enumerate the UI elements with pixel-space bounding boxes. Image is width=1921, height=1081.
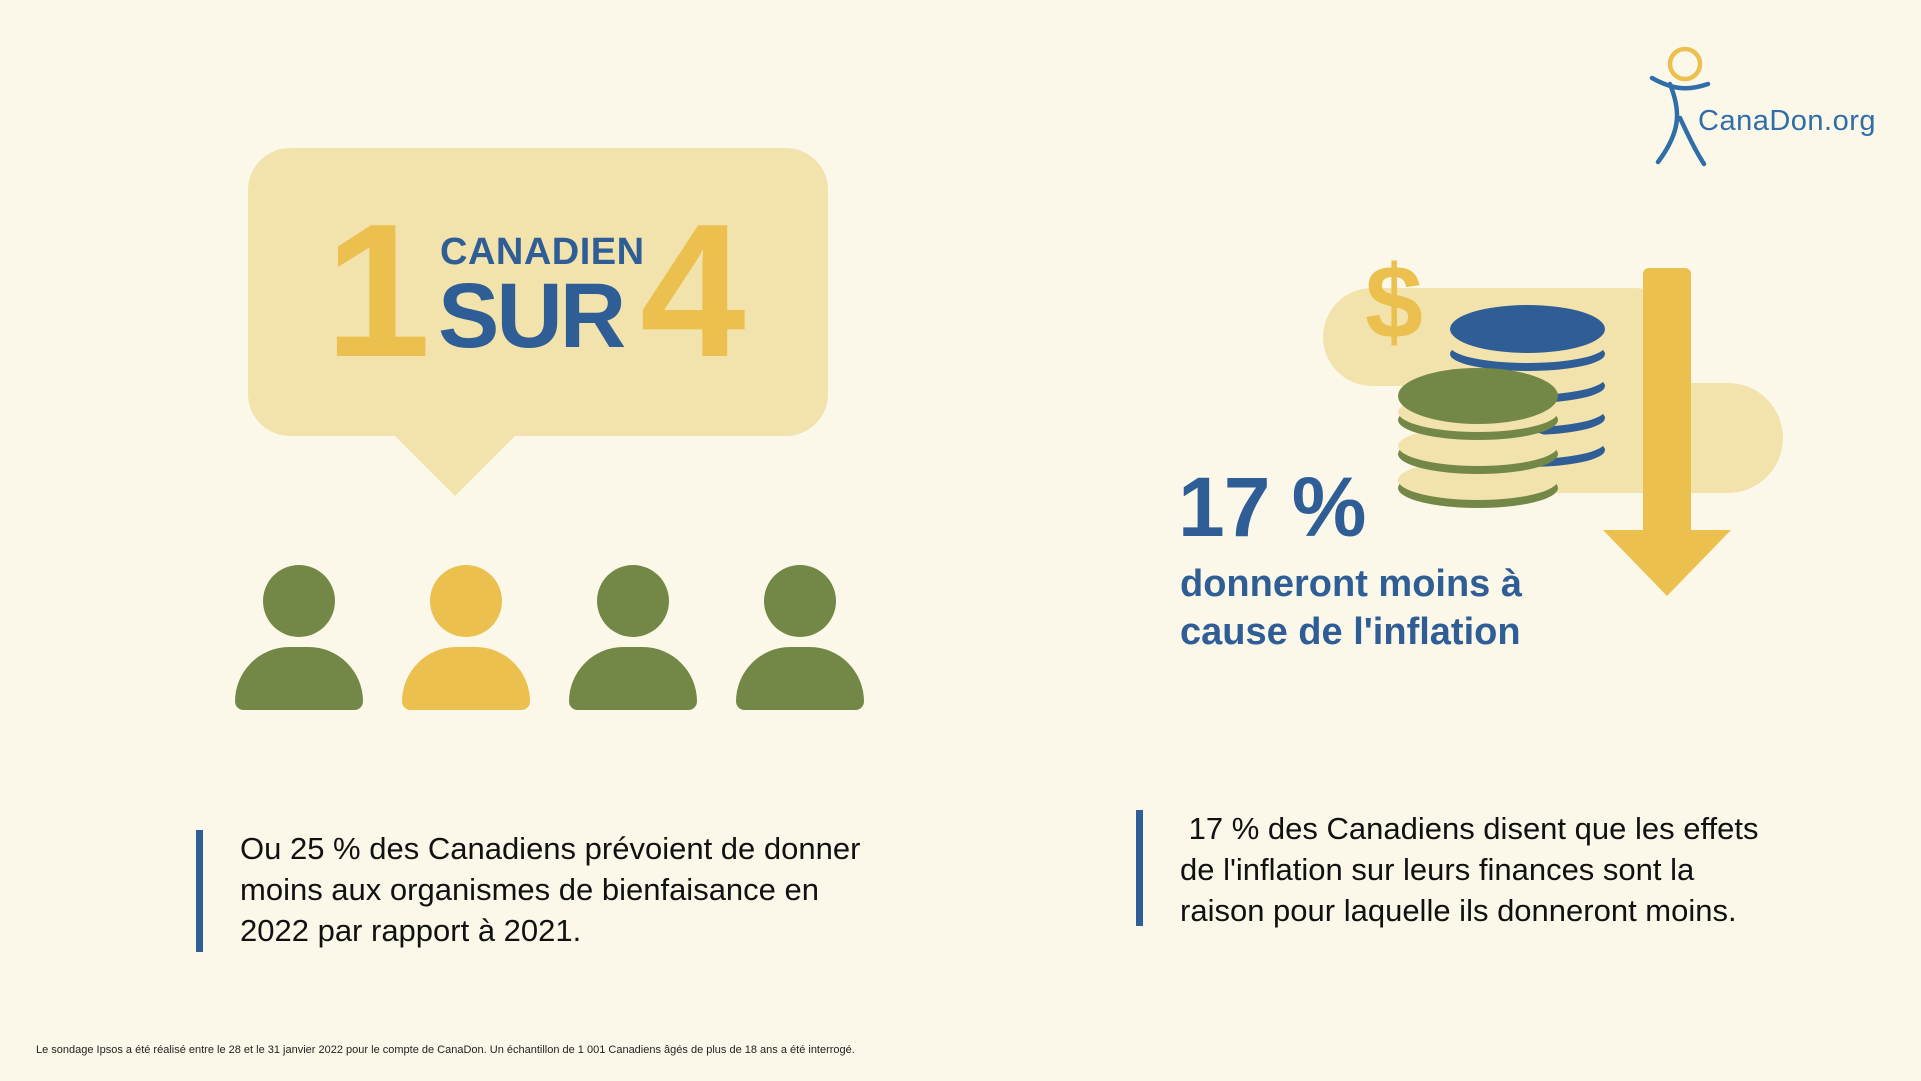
survey-footnote: Le sondage Ipsos a été réalisé entre le … (36, 1044, 855, 1056)
down-arrow-icon (1643, 268, 1691, 538)
logo-text: CanaDon.org (1698, 105, 1876, 137)
dollar-sign-icon: $ (1365, 245, 1423, 361)
stat-caption-line: cause de l'inflation (1180, 611, 1521, 653)
left-quote: Ou 25 % des Canadiens prévoient de donne… (240, 828, 860, 951)
headline-number-one: 1 (325, 185, 431, 397)
right-quote-line: raison pour laquelle ils donneront moins… (1180, 893, 1737, 928)
down-arrow-head (1603, 530, 1731, 596)
stat-caption-line: donneront moins à (1180, 563, 1522, 605)
canadon-logo: CanaDon.org (1640, 40, 1900, 180)
person-icon-highlighted (402, 565, 530, 710)
person-icon (736, 565, 864, 710)
speech-bubble-tail (393, 434, 517, 496)
right-quote: 17 % des Canadiens disent que les effets… (1180, 808, 1758, 931)
person-icon (235, 565, 363, 710)
right-quote-line: 17 % des Canadiens disent que les effets (1180, 811, 1759, 846)
stick-figure-icon (1649, 46, 1711, 167)
headline-word-canadien: CANADIEN (440, 231, 645, 273)
green-coin-stack-icon (1398, 368, 1558, 508)
right-quote-bar (1136, 810, 1143, 926)
stat-caption: donneront moins à cause de l'inflation (1180, 560, 1522, 656)
left-quote-bar (196, 830, 203, 952)
person-icon (569, 565, 697, 710)
speech-bubble (248, 148, 828, 436)
right-quote-line: de l'inflation sur leurs finances sont l… (1180, 852, 1695, 887)
stat-value: 17 % (1178, 460, 1366, 554)
left-quote-line: 2022 par rapport à 2021. (240, 913, 582, 948)
headline-word-sur: SUR (438, 265, 626, 367)
left-quote-line: moins aux organismes de bienfaisance en (240, 872, 820, 907)
left-quote-line: Ou 25 % des Canadiens prévoient de donne… (240, 831, 861, 866)
headline-number-four: 4 (640, 185, 746, 397)
